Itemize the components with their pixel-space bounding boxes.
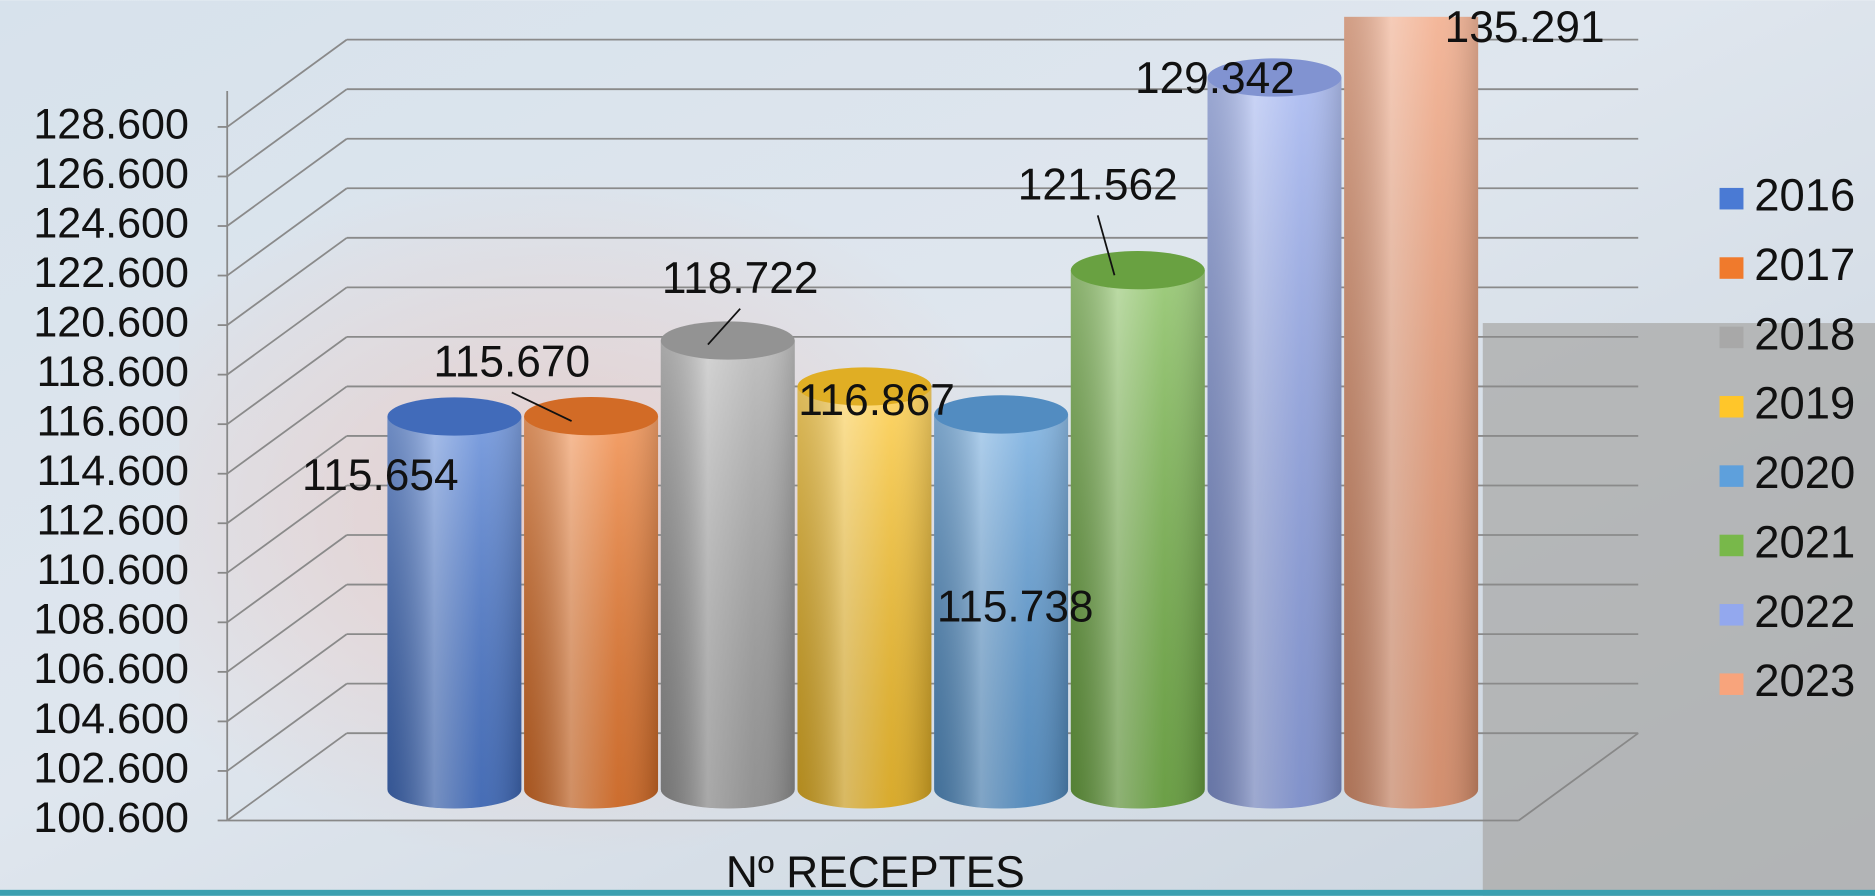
y-tick-label: 102.600 (33, 744, 189, 792)
y-tick-label: 104.600 (33, 695, 189, 743)
y-tick-label: 100.600 (33, 794, 189, 842)
legend-swatch (1720, 465, 1744, 487)
y-tick-label: 128.600 (33, 100, 189, 148)
value-label: 115.738 (937, 583, 1094, 632)
legend-label: 2018 (1754, 308, 1855, 359)
y-tick-label: 108.600 (33, 596, 189, 644)
legend-swatch (1720, 673, 1744, 695)
y-tick-label: 118.600 (37, 348, 189, 396)
bar-top-shade (1071, 251, 1205, 289)
legend-label: 2023 (1754, 655, 1855, 706)
y-tick-label: 124.600 (33, 199, 189, 247)
y-tick-label: 112.600 (37, 497, 189, 545)
value-label: 129.342 (1135, 54, 1295, 103)
legend-label: 2019 (1754, 378, 1855, 429)
bar (797, 367, 931, 808)
page: {"chart_data": {"type": "bar3d", "catego… (0, 0, 1875, 896)
legend-swatch (1720, 604, 1744, 626)
bar-top-shade (661, 321, 795, 359)
bar (1208, 58, 1342, 808)
bar-vshade (797, 386, 931, 808)
bar (661, 321, 795, 808)
legend-swatch (1720, 188, 1744, 210)
x-category-label: Nº RECEPTES (726, 848, 1025, 896)
y-tick-label: 114.600 (37, 447, 189, 495)
value-label: 116.867 (798, 376, 955, 425)
legend-swatch (1720, 396, 1744, 418)
bar (1344, 0, 1478, 809)
legend-swatch (1720, 257, 1744, 279)
bar-vshade (661, 341, 795, 809)
bar-vshade (524, 416, 658, 808)
y-tick-label: 110.600 (37, 546, 189, 594)
y-tick-label: 106.600 (33, 645, 189, 693)
bar-top-shade (387, 397, 521, 435)
value-label: 115.670 (433, 338, 590, 387)
legend-label: 2022 (1754, 586, 1855, 637)
bar-top-shade (524, 397, 658, 435)
value-label: 121.562 (1018, 161, 1178, 210)
value-label: 118.722 (662, 254, 819, 303)
y-tick-label: 116.600 (37, 398, 189, 446)
legend-swatch (1720, 535, 1744, 557)
y-tick-label: 122.600 (33, 249, 189, 297)
y-tick-label: 126.600 (33, 150, 189, 198)
legend-label: 2017 (1754, 239, 1855, 290)
bar-vshade (1071, 270, 1205, 808)
bar (524, 397, 658, 809)
bar-vshade (1208, 77, 1342, 808)
legend-swatch (1720, 327, 1744, 349)
legend-label: 2021 (1754, 516, 1855, 567)
legend-label: 2020 (1754, 447, 1855, 498)
bar (1071, 251, 1205, 808)
value-label: 135.291 (1445, 3, 1605, 52)
chart: 100.600102.600104.600106.600108.600110.6… (0, 0, 1875, 896)
y-tick-label: 120.600 (33, 298, 189, 346)
value-label: 115.654 (302, 451, 459, 500)
legend-label: 2016 (1754, 170, 1855, 221)
bar-vshade (1344, 0, 1478, 809)
